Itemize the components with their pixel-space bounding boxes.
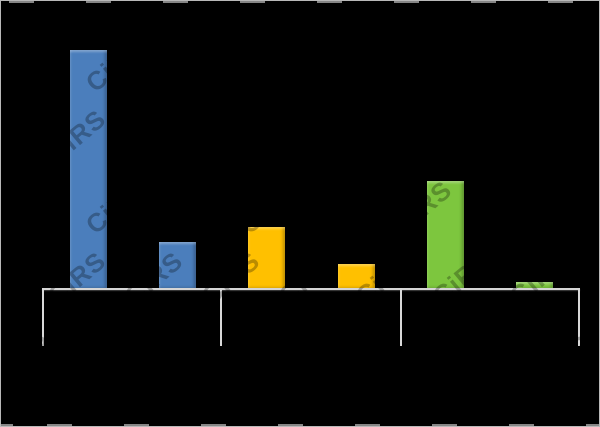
watermark-text: CiRS bbox=[580, 103, 599, 169]
watermark-text: CiRS bbox=[310, 316, 381, 382]
watermark-text: CiRS bbox=[196, 1, 267, 28]
bottom-edge-watermark-marks bbox=[1, 424, 599, 426]
watermark-text: CiRS bbox=[1, 245, 35, 311]
watermark-text: CiRS bbox=[195, 387, 266, 426]
watermark-text: CiRS bbox=[1, 387, 35, 426]
watermark-text: CiRS bbox=[504, 1, 575, 28]
watermark-text: CiRS bbox=[310, 32, 381, 98]
watermark-text: CiRS bbox=[272, 387, 343, 426]
bar bbox=[516, 282, 554, 288]
watermark-text: CiRS bbox=[233, 316, 304, 382]
watermark-text: CiRS bbox=[541, 32, 599, 98]
watermark-text: CiRS bbox=[2, 316, 73, 382]
watermark-text: CiRS bbox=[41, 387, 112, 426]
watermark-text: CiRS bbox=[156, 32, 227, 98]
watermark-text: CiRS bbox=[349, 103, 420, 169]
watermark-text: CiRS bbox=[119, 1, 190, 28]
watermark-text: CiRS bbox=[350, 1, 421, 28]
watermark-text: CiRS bbox=[581, 1, 599, 28]
category-tick bbox=[400, 288, 402, 346]
watermark-text: CiRS bbox=[541, 316, 599, 382]
watermark-text: CiRS bbox=[503, 387, 574, 426]
watermark-text: CiRS bbox=[79, 316, 150, 382]
watermark-text: CiRS bbox=[1, 1, 35, 28]
watermark-text: CiRS bbox=[464, 174, 535, 240]
x-axis-line bbox=[42, 288, 580, 290]
watermark-text: CiRS bbox=[387, 316, 458, 382]
watermark-text: CiRS bbox=[118, 103, 189, 169]
watermark-text: CiRS bbox=[272, 103, 343, 169]
watermark-text: CiRS bbox=[195, 103, 266, 169]
category-tick bbox=[42, 288, 44, 346]
watermark-text: CiRS bbox=[42, 1, 113, 28]
watermark-text: CiRS bbox=[464, 316, 535, 382]
watermark-text: CiRS bbox=[156, 174, 227, 240]
watermark-text: CiRS bbox=[464, 32, 535, 98]
category-tick bbox=[220, 288, 222, 346]
top-edge-watermark-marks bbox=[1, 1, 599, 3]
watermark-text: CiRS bbox=[349, 387, 420, 426]
watermark-text: CiRS bbox=[233, 32, 304, 98]
bar bbox=[159, 242, 196, 288]
category-tick bbox=[578, 288, 580, 346]
watermark-text: CiRS bbox=[503, 103, 574, 169]
watermark-text: CiRS bbox=[1, 103, 35, 169]
watermark-text: CiRS bbox=[580, 387, 599, 426]
bar bbox=[69, 50, 107, 288]
bar bbox=[426, 181, 464, 288]
watermark-text: CiRS bbox=[541, 174, 599, 240]
watermark-text: CiRS bbox=[156, 316, 227, 382]
watermark-text: CiRS bbox=[387, 32, 458, 98]
watermark-text: CiRS bbox=[2, 32, 73, 98]
watermark-text: CiRS bbox=[427, 1, 498, 28]
watermark-text: CiRS bbox=[273, 1, 344, 28]
watermark-text: CiRS bbox=[503, 245, 574, 311]
bar bbox=[337, 264, 375, 288]
watermark-text: CiRS bbox=[310, 174, 381, 240]
watermark-text: CiRS bbox=[426, 387, 497, 426]
watermark-text: CiRS bbox=[2, 174, 73, 240]
watermark-text: CiRS bbox=[426, 103, 497, 169]
bar bbox=[248, 227, 286, 288]
watermark-text: CiRS bbox=[580, 245, 599, 311]
watermark-text: CiRS bbox=[118, 387, 189, 426]
